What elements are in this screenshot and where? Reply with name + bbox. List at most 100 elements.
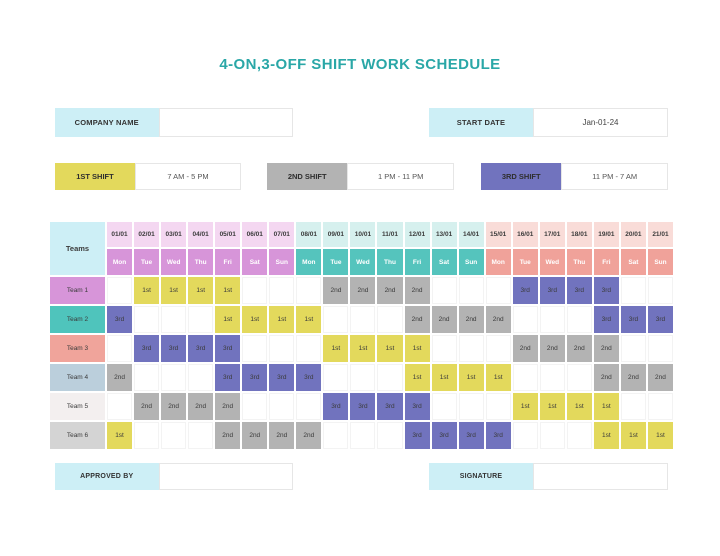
shift-cell[interactable] xyxy=(323,422,349,449)
shift-cell[interactable] xyxy=(242,277,268,304)
shift-cell[interactable]: 1st xyxy=(269,306,295,333)
shift-cell[interactable] xyxy=(377,422,403,449)
shift-cell[interactable] xyxy=(134,306,160,333)
shift-cell[interactable]: 1st xyxy=(350,335,376,362)
shift-cell[interactable]: 2nd xyxy=(593,364,619,391)
shift-cell[interactable]: 1st xyxy=(593,422,619,449)
shift-cell[interactable] xyxy=(512,306,538,333)
shift-cell[interactable]: 1st xyxy=(242,306,268,333)
shift-cell[interactable] xyxy=(485,335,511,362)
shift-cell[interactable] xyxy=(188,364,214,391)
shift-cell[interactable] xyxy=(161,364,187,391)
shift-cell[interactable]: 2nd xyxy=(269,422,295,449)
shift-cell[interactable]: 3rd xyxy=(350,393,376,420)
shift-cell[interactable] xyxy=(458,335,484,362)
shift-cell[interactable]: 1st xyxy=(593,393,619,420)
shift-cell[interactable]: 2nd xyxy=(458,306,484,333)
shift-cell[interactable] xyxy=(269,335,295,362)
shift-cell[interactable]: 3rd xyxy=(242,364,268,391)
shift-cell[interactable]: 3rd xyxy=(107,306,133,333)
shift-cell[interactable]: 3rd xyxy=(539,277,565,304)
shift-cell[interactable]: 1st xyxy=(161,277,187,304)
shift-cell[interactable]: 1st xyxy=(404,335,430,362)
shift-cell[interactable] xyxy=(620,335,646,362)
shift-cell[interactable]: 1st xyxy=(647,422,673,449)
shift-cell[interactable] xyxy=(431,393,457,420)
shift-cell[interactable]: 1st xyxy=(512,393,538,420)
shift-cell[interactable]: 3rd xyxy=(512,277,538,304)
shift-cell[interactable] xyxy=(539,422,565,449)
shift-cell[interactable] xyxy=(566,364,592,391)
shift-cell[interactable] xyxy=(512,364,538,391)
shift-cell[interactable] xyxy=(188,306,214,333)
shift-cell[interactable] xyxy=(323,364,349,391)
shift-cell[interactable] xyxy=(296,277,322,304)
start-date-input[interactable]: Jan-01-24 xyxy=(532,108,668,137)
shift-cell[interactable] xyxy=(458,393,484,420)
shift-cell[interactable]: 3rd xyxy=(593,306,619,333)
shift-cell[interactable] xyxy=(296,393,322,420)
shift-cell[interactable]: 3rd xyxy=(215,364,241,391)
shift-cell[interactable] xyxy=(350,422,376,449)
company-name-input[interactable] xyxy=(158,108,293,137)
signature-input[interactable] xyxy=(532,463,668,490)
shift-cell[interactable]: 2nd xyxy=(161,393,187,420)
shift-cell[interactable]: 3rd xyxy=(134,335,160,362)
shift-cell[interactable] xyxy=(242,335,268,362)
shift-cell[interactable]: 2nd xyxy=(377,277,403,304)
shift-cell[interactable]: 1st xyxy=(566,393,592,420)
shift-cell[interactable] xyxy=(161,306,187,333)
shift-cell[interactable] xyxy=(620,277,646,304)
shift-cell[interactable]: 3rd xyxy=(620,306,646,333)
shift-cell[interactable] xyxy=(620,393,646,420)
shift-cell[interactable]: 2nd xyxy=(647,364,673,391)
shift-cell[interactable]: 3rd xyxy=(188,335,214,362)
shift-cell[interactable] xyxy=(323,306,349,333)
shift-cell[interactable]: 1st xyxy=(215,306,241,333)
shift-cell[interactable]: 2nd xyxy=(296,422,322,449)
shift-cell[interactable]: 2nd xyxy=(539,335,565,362)
shift-cell[interactable] xyxy=(188,422,214,449)
approved-by-input[interactable] xyxy=(158,463,293,490)
shift-cell[interactable]: 3rd xyxy=(566,277,592,304)
shift-cell[interactable] xyxy=(107,277,133,304)
shift-cell[interactable] xyxy=(647,393,673,420)
shift-cell[interactable] xyxy=(431,335,457,362)
shift-cell[interactable]: 2nd xyxy=(566,335,592,362)
shift-cell[interactable]: 2nd xyxy=(593,335,619,362)
shift-cell[interactable] xyxy=(539,306,565,333)
shift-cell[interactable]: 2nd xyxy=(404,277,430,304)
shift-cell[interactable] xyxy=(269,393,295,420)
shift-cell[interactable] xyxy=(485,393,511,420)
shift-cell[interactable]: 3rd xyxy=(269,364,295,391)
shift-cell[interactable]: 3rd xyxy=(323,393,349,420)
shift-cell[interactable]: 2nd xyxy=(134,393,160,420)
shift-cell[interactable] xyxy=(647,277,673,304)
shift-cell[interactable] xyxy=(566,422,592,449)
shift-cell[interactable]: 1st xyxy=(485,364,511,391)
shift-cell[interactable] xyxy=(134,422,160,449)
shift-cell[interactable]: 3rd xyxy=(431,422,457,449)
shift-cell[interactable]: 1st xyxy=(404,364,430,391)
shift-cell[interactable]: 3rd xyxy=(485,422,511,449)
shift-cell[interactable]: 2nd xyxy=(431,306,457,333)
shift-cell[interactable] xyxy=(377,364,403,391)
shift-cell[interactable]: 3rd xyxy=(296,364,322,391)
shift-cell[interactable]: 1st xyxy=(620,422,646,449)
shift-cell[interactable] xyxy=(269,277,295,304)
shift-cell[interactable]: 1st xyxy=(539,393,565,420)
shift-cell[interactable]: 1st xyxy=(296,306,322,333)
shift-cell[interactable] xyxy=(350,306,376,333)
shift-cell[interactable]: 3rd xyxy=(647,306,673,333)
shift-cell[interactable]: 2nd xyxy=(485,306,511,333)
shift-cell[interactable]: 2nd xyxy=(620,364,646,391)
shift-cell[interactable] xyxy=(107,393,133,420)
shift-cell[interactable]: 3rd xyxy=(161,335,187,362)
shift-cell[interactable]: 2nd xyxy=(188,393,214,420)
shift-cell[interactable] xyxy=(242,393,268,420)
shift-cell[interactable]: 2nd xyxy=(404,306,430,333)
shift-cell[interactable] xyxy=(377,306,403,333)
shift-cell[interactable]: 1st xyxy=(134,277,160,304)
shift-cell[interactable]: 2nd xyxy=(323,277,349,304)
shift-cell[interactable] xyxy=(134,364,160,391)
